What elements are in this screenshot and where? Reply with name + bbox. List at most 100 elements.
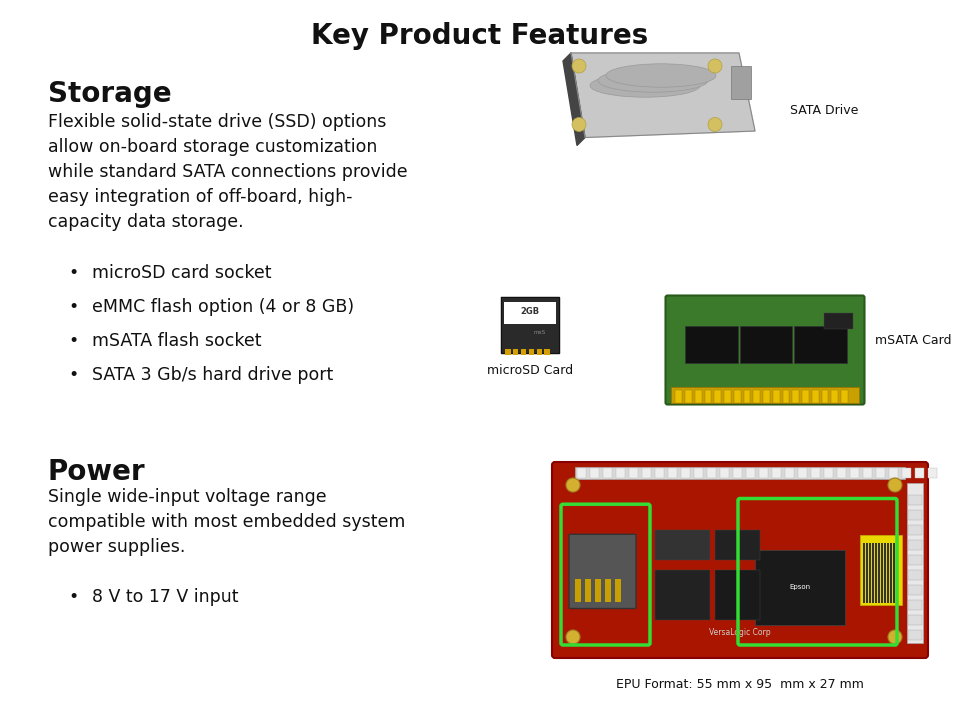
Ellipse shape bbox=[590, 73, 700, 97]
Polygon shape bbox=[501, 297, 560, 353]
Bar bbox=[798, 468, 807, 478]
Text: SATA Drive: SATA Drive bbox=[790, 104, 858, 117]
Bar bbox=[616, 468, 625, 478]
Bar bbox=[773, 390, 780, 402]
Bar bbox=[875, 543, 876, 603]
Bar bbox=[733, 468, 742, 478]
Bar bbox=[908, 510, 922, 520]
Text: Single wide-input voltage range
compatible with most embedded system
power suppl: Single wide-input voltage range compatib… bbox=[48, 488, 405, 556]
Bar bbox=[605, 579, 611, 602]
Bar bbox=[671, 387, 858, 402]
Bar bbox=[915, 468, 924, 478]
Text: mSATA Card: mSATA Card bbox=[875, 333, 951, 346]
Ellipse shape bbox=[572, 117, 586, 132]
Bar bbox=[896, 543, 898, 603]
Bar bbox=[642, 468, 651, 478]
Bar bbox=[837, 468, 846, 478]
Ellipse shape bbox=[708, 117, 722, 132]
Bar bbox=[785, 468, 794, 478]
Bar bbox=[872, 543, 874, 603]
Bar bbox=[863, 468, 872, 478]
Bar bbox=[655, 468, 664, 478]
Bar bbox=[893, 543, 895, 603]
Bar bbox=[908, 585, 922, 595]
Ellipse shape bbox=[888, 478, 902, 492]
Bar bbox=[759, 468, 768, 478]
Bar bbox=[655, 530, 710, 560]
Ellipse shape bbox=[888, 630, 902, 644]
Bar bbox=[744, 390, 751, 402]
Bar bbox=[887, 543, 889, 603]
Bar bbox=[876, 468, 885, 478]
Text: •: • bbox=[68, 332, 79, 350]
Bar bbox=[908, 600, 922, 610]
Bar bbox=[866, 543, 868, 603]
Bar bbox=[585, 579, 591, 602]
Ellipse shape bbox=[566, 478, 580, 492]
Bar bbox=[782, 390, 789, 402]
Bar bbox=[603, 468, 612, 478]
Bar bbox=[869, 543, 871, 603]
Bar bbox=[824, 468, 833, 478]
Bar bbox=[595, 579, 601, 602]
Bar bbox=[928, 468, 937, 478]
Text: Key Product Features: Key Product Features bbox=[311, 22, 649, 50]
Bar bbox=[694, 468, 703, 478]
Bar bbox=[824, 313, 852, 329]
FancyBboxPatch shape bbox=[739, 326, 792, 363]
Bar bbox=[715, 570, 760, 620]
Text: Power: Power bbox=[48, 458, 146, 486]
Bar bbox=[529, 348, 534, 355]
Bar bbox=[695, 390, 702, 402]
Bar bbox=[577, 468, 586, 478]
Bar bbox=[802, 390, 809, 402]
Bar bbox=[908, 540, 922, 550]
Bar bbox=[890, 543, 892, 603]
Bar bbox=[902, 468, 911, 478]
Bar bbox=[629, 468, 638, 478]
Bar bbox=[733, 390, 740, 402]
FancyBboxPatch shape bbox=[552, 462, 928, 658]
Bar bbox=[831, 390, 838, 402]
Text: mSATA flash socket: mSATA flash socket bbox=[92, 332, 261, 350]
Bar bbox=[521, 348, 526, 355]
Bar bbox=[504, 302, 556, 324]
Text: •: • bbox=[68, 588, 79, 606]
Bar bbox=[544, 348, 549, 355]
Text: 2GB: 2GB bbox=[520, 307, 540, 316]
Bar bbox=[505, 348, 511, 355]
Polygon shape bbox=[563, 53, 585, 145]
Bar bbox=[714, 390, 721, 402]
FancyBboxPatch shape bbox=[665, 295, 865, 405]
FancyBboxPatch shape bbox=[794, 326, 847, 363]
Bar bbox=[811, 468, 820, 478]
Text: microSD card socket: microSD card socket bbox=[92, 264, 272, 282]
Text: eMMC flash option (4 or 8 GB): eMMC flash option (4 or 8 GB) bbox=[92, 298, 354, 316]
FancyBboxPatch shape bbox=[569, 534, 636, 608]
Ellipse shape bbox=[708, 59, 722, 73]
Bar bbox=[907, 483, 923, 643]
Bar bbox=[863, 543, 865, 603]
Bar bbox=[715, 530, 760, 560]
Polygon shape bbox=[571, 53, 755, 138]
Bar bbox=[590, 468, 599, 478]
Ellipse shape bbox=[606, 64, 716, 87]
Bar bbox=[908, 570, 922, 580]
Text: •: • bbox=[68, 264, 79, 282]
Text: EPU Format: 55 mm x 95  mm x 27 mm: EPU Format: 55 mm x 95 mm x 27 mm bbox=[616, 678, 864, 691]
Text: Flexible solid-state drive (SSD) options
allow on-board storage customization
wh: Flexible solid-state drive (SSD) options… bbox=[48, 113, 408, 231]
Bar bbox=[720, 468, 729, 478]
Bar bbox=[908, 495, 922, 505]
Bar bbox=[850, 468, 859, 478]
Text: •: • bbox=[68, 298, 79, 316]
Ellipse shape bbox=[566, 630, 580, 644]
Text: VersaLogic Corp: VersaLogic Corp bbox=[709, 628, 771, 637]
Bar bbox=[763, 390, 770, 402]
Bar bbox=[878, 543, 879, 603]
Bar bbox=[675, 390, 683, 402]
Bar bbox=[812, 390, 819, 402]
Bar bbox=[908, 525, 922, 535]
Bar bbox=[908, 615, 922, 625]
Bar bbox=[655, 570, 710, 620]
Bar bbox=[881, 543, 882, 603]
